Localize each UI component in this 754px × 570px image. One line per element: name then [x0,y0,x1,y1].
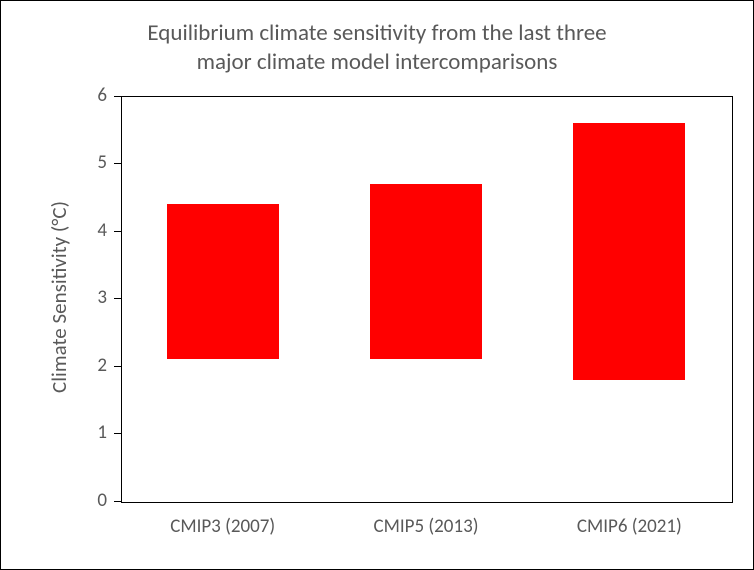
y-tick-label: 1 [79,421,107,444]
y-tick-label: 0 [79,489,107,512]
x-tick-label: CMIP5 (2013) [324,515,527,538]
y-tick-mark [114,231,121,232]
bar [370,184,482,360]
y-axis-label: Climate Sensitivity (°C) [46,167,72,427]
y-tick-label: 3 [79,286,107,309]
y-tick-mark [114,366,121,367]
chart-title: Equilibrium climate sensitivity from the… [1,19,753,77]
x-tick-label: CMIP6 (2021) [528,515,731,538]
y-tick-label: 4 [79,219,107,242]
chart-title-line: major climate model intercomparisons [197,48,558,76]
y-tick-label: 2 [79,354,107,377]
chart-title-line: Equilibrium climate sensitivity from the… [147,19,606,47]
y-tick-mark [114,298,121,299]
y-tick-mark [114,163,121,164]
y-tick-mark [114,433,121,434]
x-tick-label: CMIP3 (2007) [121,515,324,538]
chart-frame: Equilibrium climate sensitivity from the… [0,0,754,570]
bar [573,123,685,380]
bar [167,204,279,359]
y-tick-label: 6 [79,84,107,107]
y-tick-mark [114,96,121,97]
y-tick-mark [114,501,121,502]
y-tick-label: 5 [79,151,107,174]
